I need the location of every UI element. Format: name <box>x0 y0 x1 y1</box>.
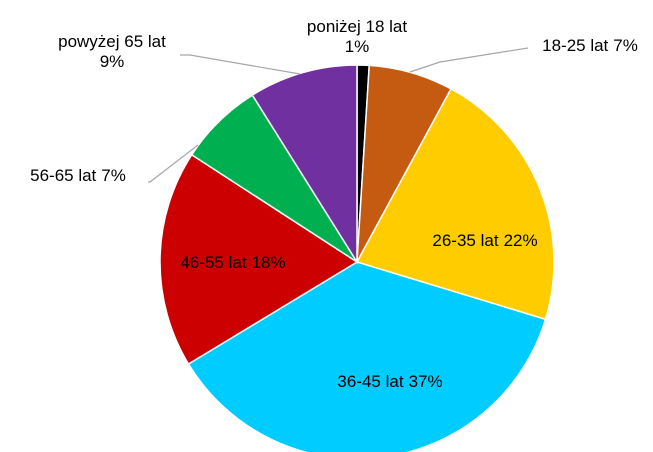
label-value: 9% <box>100 52 125 71</box>
leader-line <box>180 54 301 75</box>
label-category: 56-65 lat <box>30 166 96 185</box>
data-label: powyżej 65 lat 9% <box>58 32 166 71</box>
label-value: 18% <box>252 253 286 272</box>
data-label: 36-45 lat 37% <box>337 372 442 391</box>
leader-line <box>409 47 529 73</box>
label-value: 7% <box>101 166 126 185</box>
data-label: 56-65 lat 7% <box>30 166 126 185</box>
label-category: 18-25 lat <box>542 36 608 55</box>
pie-slice <box>159 153 359 366</box>
label-category: 26-35 lat <box>432 231 498 250</box>
label-category: 46-55 lat <box>180 253 246 272</box>
data-label: 26-35 lat 22% <box>432 231 537 250</box>
data-label: poniżej 18 lat 1% <box>307 17 407 56</box>
leader-line <box>148 144 199 183</box>
pie-slice <box>355 87 555 321</box>
label-value: 22% <box>504 231 538 250</box>
label-category: 36-45 lat <box>337 372 403 391</box>
label-category: poniżej 18 lat <box>307 17 407 36</box>
data-label: 46-55 lat 18% <box>180 253 285 272</box>
label-value: 7% <box>613 36 638 55</box>
pie-slice <box>251 64 358 265</box>
data-label: 18-25 lat 7% <box>542 36 638 55</box>
label-category: powyżej 65 lat <box>58 32 166 51</box>
pie-slice <box>187 261 547 452</box>
label-value: 1% <box>345 37 370 56</box>
label-value: 37% <box>409 372 443 391</box>
